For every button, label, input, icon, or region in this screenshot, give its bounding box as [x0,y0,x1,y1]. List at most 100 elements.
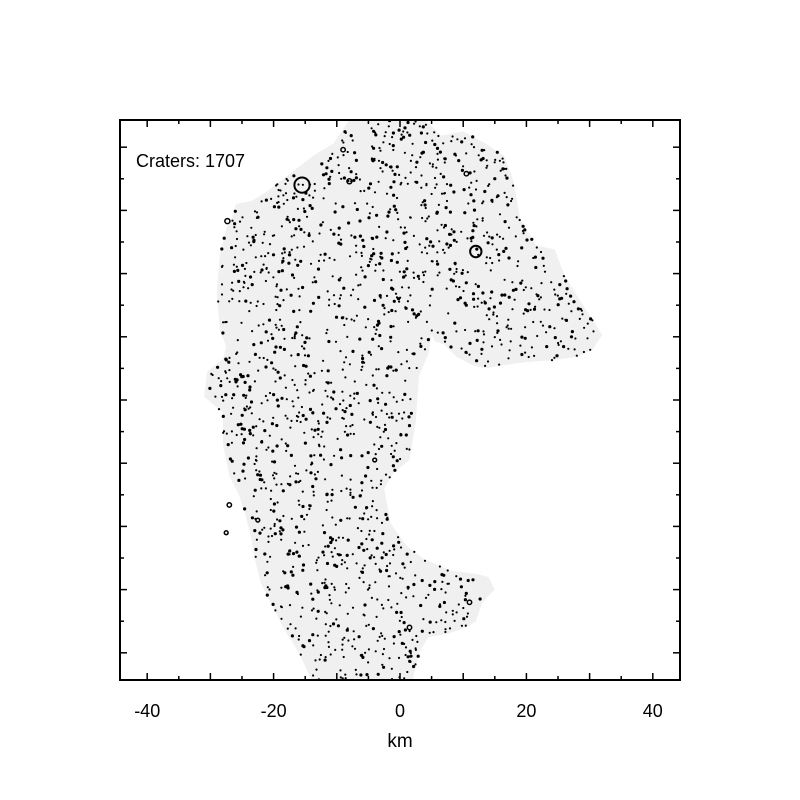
crater-point [482,234,486,237]
crater-point [325,166,329,170]
crater-point [260,402,263,405]
crater-point [535,293,538,296]
crater-point [510,197,514,200]
crater-point [326,369,330,373]
crater-point [297,530,301,534]
crater-point [424,140,428,145]
crater-point [311,281,314,284]
crater-point [318,232,321,235]
crater-point [266,358,269,361]
crater-point [311,597,315,601]
crater-point [249,406,252,409]
crater-point [323,445,326,448]
crater-point [487,184,490,187]
crater-point [253,529,257,533]
crater-point [317,295,321,299]
crater-point [340,489,343,493]
crater-point [299,615,302,618]
crater-point [390,606,393,609]
crater-point [380,479,383,482]
crater-point [378,225,381,228]
crater-point [379,149,382,152]
crater-point [374,650,377,653]
crater-point [341,559,344,562]
crater-point [384,163,388,167]
crater-point [445,242,449,246]
crater-point [405,360,408,363]
crater-point [332,390,336,394]
crater-point [338,297,341,300]
crater-point [285,217,289,221]
crater-point [290,248,293,251]
crater-point [323,658,327,662]
crater-point [304,417,308,421]
crater-point [280,617,283,620]
crater-point [353,202,357,205]
crater-point [408,629,411,633]
crater-point [502,237,505,240]
crater-point [388,476,391,479]
crater-point [297,481,300,484]
crater-point [390,308,394,313]
crater-point [288,604,292,607]
crater-point [248,310,251,313]
crater-point [385,230,389,234]
crater-point [556,294,559,297]
crater-point [289,475,292,478]
crater-point [264,255,267,258]
crater-point [261,241,264,244]
crater-point [320,369,323,372]
crater-point [564,279,568,283]
crater-point [277,328,280,331]
crater-point [380,444,384,448]
crater-point [254,555,257,558]
crater-point [472,208,477,212]
crater-point [266,586,269,589]
crater-point [323,581,326,584]
crater-point [357,545,361,550]
crater-point [280,586,283,589]
crater-point [481,202,484,205]
crater-point [358,178,361,181]
crater-point [297,218,301,222]
crater-point [354,668,357,672]
crater-point [412,234,415,237]
crater-point [461,269,464,272]
crater-point [374,133,378,137]
crater-point [240,263,245,267]
crater-point [270,333,273,336]
crater-point [382,430,385,433]
crater-point [570,310,573,313]
crater-point [379,483,382,486]
crater-point [330,602,333,605]
crater-point [357,402,360,405]
crater-point [293,192,296,195]
crater-point [365,537,368,541]
crater-point-medium [226,501,233,508]
crater-point [315,668,318,671]
crater-point [278,304,282,308]
crater-point [297,396,300,399]
crater-point [382,551,385,554]
crater-point [520,335,524,339]
crater-point [272,416,275,419]
crater-point [339,350,342,353]
crater-point [236,339,239,342]
crater-point [288,549,292,552]
crater-point [576,307,581,311]
crater-point [298,555,301,558]
crater-point [280,606,283,609]
crater-point [351,553,354,556]
crater-point [488,318,491,321]
crater-point [345,582,348,586]
crater-point [240,321,243,324]
crater-point [360,254,363,257]
crater-point [317,556,320,559]
crater-point [455,330,458,333]
crater-point [342,154,345,157]
crater-point [376,598,379,601]
crater-point [276,296,279,299]
crater-point [278,318,282,321]
crater-point [489,269,492,272]
crater-point [444,630,447,634]
